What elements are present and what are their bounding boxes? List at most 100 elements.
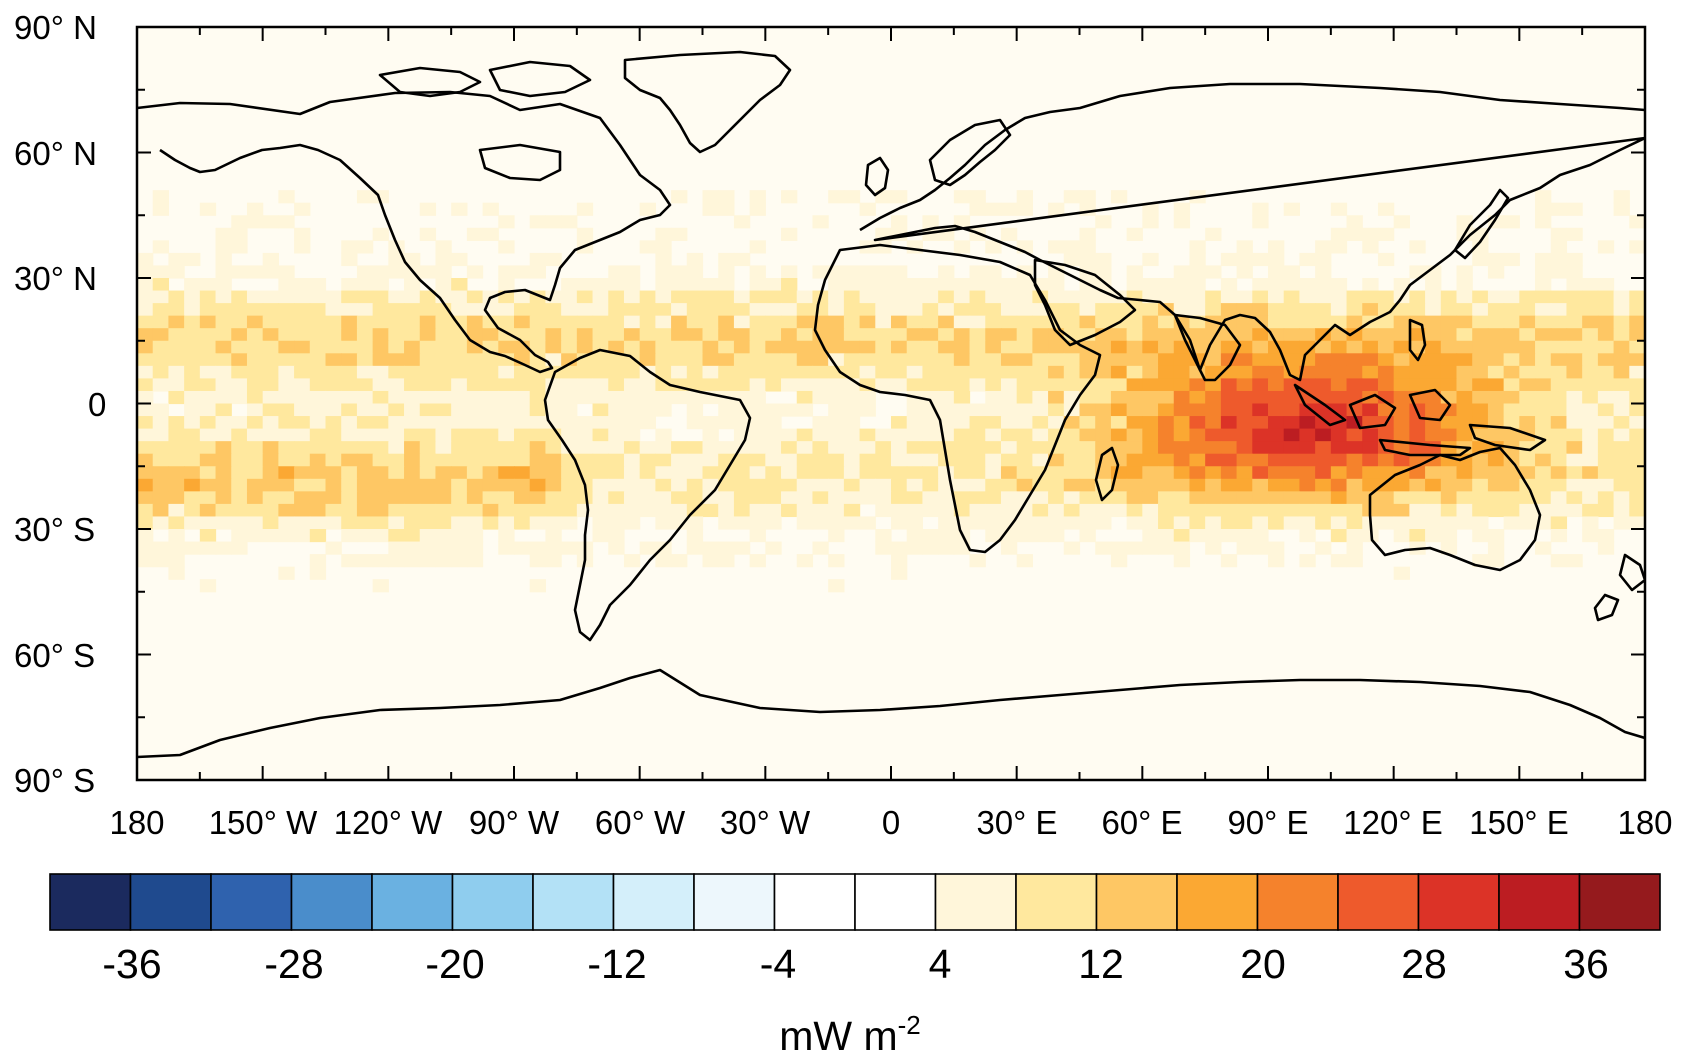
field-cell	[168, 290, 185, 304]
field-cell	[576, 340, 594, 354]
field-cell	[294, 378, 311, 392]
field-cell	[1425, 353, 1442, 367]
field-cell	[655, 340, 672, 354]
field-cell	[1472, 516, 1489, 530]
field-cell	[246, 315, 264, 329]
colorbar-label-12: 12	[1078, 941, 1124, 987]
field-cell	[1315, 453, 1332, 467]
field-cell	[1377, 478, 1395, 492]
field-cell	[199, 516, 217, 530]
field-cell	[639, 240, 656, 254]
field-cell	[1487, 390, 1505, 405]
field-cell	[466, 554, 484, 568]
field-cell	[1409, 290, 1426, 304]
field-cell	[152, 478, 170, 492]
field-cell	[215, 303, 232, 317]
field-cell	[1000, 403, 1018, 417]
field-cell	[1158, 378, 1175, 392]
field-cell	[592, 315, 609, 329]
field-cell	[828, 529, 845, 543]
field-cell	[938, 541, 955, 555]
field-cell	[168, 566, 185, 580]
field-cell	[1095, 541, 1112, 555]
field-cell	[1503, 390, 1520, 405]
field-cell	[309, 516, 327, 530]
field-cell	[294, 503, 311, 518]
field-cell	[1629, 416, 1645, 430]
field-cell	[1330, 278, 1348, 292]
field-cell	[1110, 541, 1128, 555]
field-cell	[498, 503, 515, 518]
field-cell	[655, 503, 672, 518]
field-cell	[1299, 315, 1316, 329]
field-cell	[1346, 478, 1363, 492]
field-cell	[875, 491, 892, 505]
field-cell	[592, 390, 609, 405]
field-cell	[1487, 529, 1505, 543]
field-cell	[1597, 378, 1615, 392]
field-cell	[152, 190, 170, 204]
field-cell	[608, 315, 625, 329]
field-cell	[514, 428, 531, 442]
field-cell	[906, 278, 924, 292]
field-cell	[718, 541, 735, 555]
field-cell	[1440, 466, 1458, 480]
field-cell	[199, 478, 217, 492]
field-cell	[1063, 491, 1081, 505]
coastline-philippines-japan	[1408, 188, 1510, 362]
field-cell	[828, 390, 845, 405]
field-cell	[1016, 290, 1033, 304]
colorbar-label-neg4: -4	[760, 941, 796, 987]
field-cell	[592, 491, 609, 505]
field-cell	[1000, 353, 1018, 367]
field-cell	[529, 265, 547, 279]
field-cell	[718, 478, 735, 492]
field-cell	[812, 453, 829, 467]
field-cell	[655, 390, 672, 405]
field-cell	[891, 554, 908, 568]
field-cell	[985, 278, 1002, 292]
field-cell	[388, 290, 405, 304]
field-cell	[1550, 202, 1568, 216]
field-cell	[262, 478, 279, 492]
field-cell	[246, 340, 264, 354]
field-cell	[1252, 390, 1269, 405]
field-cell	[828, 416, 845, 430]
field-cell	[1220, 278, 1238, 292]
field-cell	[137, 453, 154, 467]
field-cell	[985, 202, 1002, 216]
field-cell	[1550, 390, 1568, 405]
field-cell	[576, 428, 594, 442]
field-cell	[262, 441, 279, 455]
field-cell	[1299, 478, 1316, 492]
field-cell	[435, 378, 452, 392]
field-cell	[608, 403, 625, 417]
lon-label-30w: 30° W	[720, 804, 811, 841]
field-cell	[168, 265, 185, 279]
field-cell	[404, 252, 421, 267]
field-cell	[388, 529, 405, 543]
field-cell	[419, 340, 437, 354]
field-cell	[1330, 303, 1348, 317]
field-cell	[953, 428, 971, 442]
field-cell	[435, 265, 452, 279]
field-cell	[875, 303, 892, 317]
field-cell	[1393, 529, 1410, 543]
field-cell	[1205, 378, 1222, 392]
field-cell	[341, 441, 358, 455]
field-cell	[184, 503, 201, 518]
field-cell	[309, 529, 327, 543]
field-cell	[1189, 303, 1206, 317]
field-cell	[404, 378, 421, 392]
field-cell	[466, 503, 484, 518]
field-cell	[1330, 491, 1348, 505]
field-cell	[1063, 416, 1081, 430]
colorbar-box	[1015, 873, 1098, 931]
field-cell	[1079, 516, 1096, 530]
field-cell	[1550, 503, 1568, 518]
field-cell	[1535, 390, 1552, 405]
field-cell	[529, 466, 547, 480]
field-cell	[1582, 340, 1599, 354]
field-cell	[1487, 303, 1505, 317]
field-cell	[388, 453, 405, 467]
